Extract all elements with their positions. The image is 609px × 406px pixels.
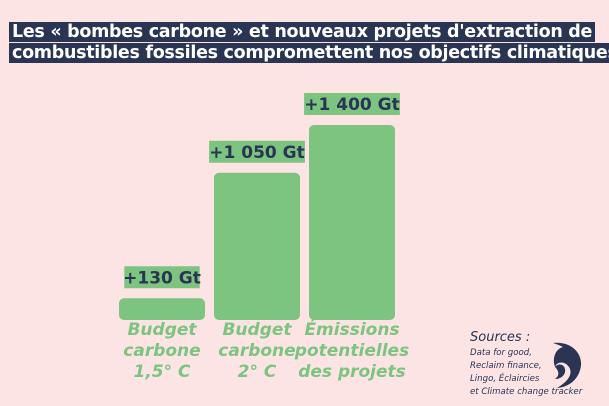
category-label-3: Émissions potentielles des projets bbox=[294, 320, 410, 382]
bar-1 bbox=[119, 298, 205, 320]
category-label-1: Budget carbone 1,5° C bbox=[123, 320, 201, 382]
value-label-bg-2 bbox=[209, 140, 305, 163]
wave-logo-icon bbox=[553, 342, 582, 388]
value-label-3: +1 400 Gt bbox=[304, 95, 399, 115]
category-label-2: Budget carbone 2° C bbox=[218, 320, 296, 382]
value-label-2: +1 050 Gt bbox=[209, 143, 304, 163]
value-label-1: +130 Gt bbox=[123, 268, 201, 288]
chart-title: Les « bombes carbone » et nouveaux proje… bbox=[9, 22, 609, 63]
value-label-bg-1 bbox=[124, 266, 200, 289]
sources-text: Data for good, Reclaim finance, Lingo, É… bbox=[470, 348, 583, 397]
bar-3 bbox=[309, 125, 395, 320]
title-line-1: Les « bombes carbone » et nouveaux proje… bbox=[9, 22, 596, 42]
sources-heading: Sources : bbox=[470, 330, 531, 345]
sources-block: Sources : Data for good, Reclaim finance… bbox=[470, 330, 582, 399]
value-label-bg-3 bbox=[304, 93, 400, 115]
title-line-2: combustibles fossiles compromettent nos … bbox=[9, 43, 609, 63]
bar-2 bbox=[214, 172, 300, 320]
